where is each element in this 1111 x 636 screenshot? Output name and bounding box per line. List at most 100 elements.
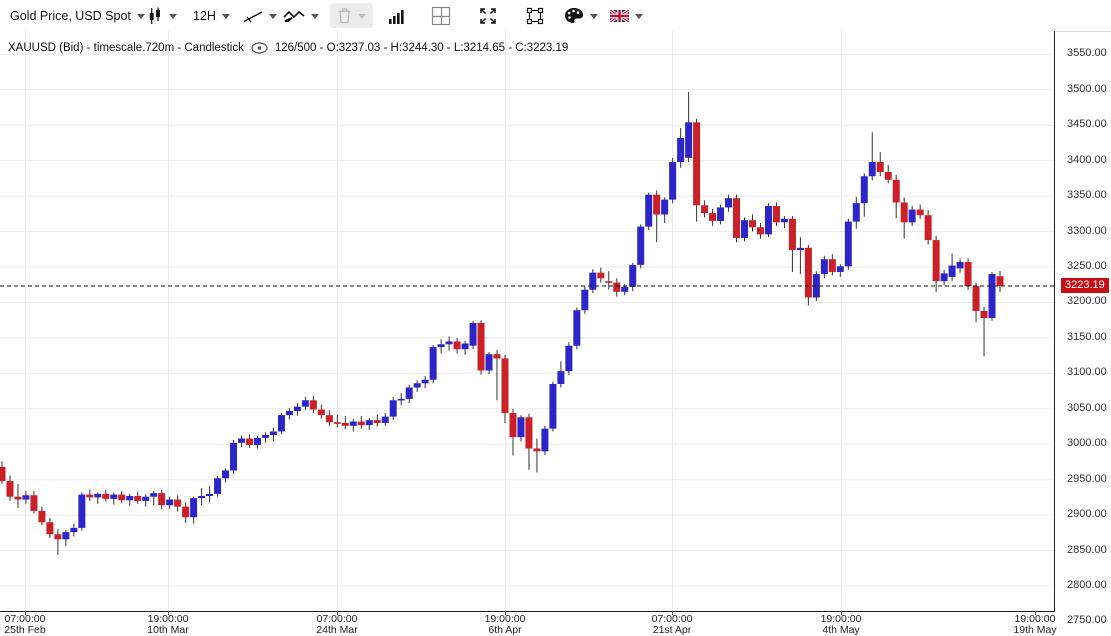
candle-body: [533, 448, 541, 452]
candle-body: [214, 478, 222, 494]
candle-body: [948, 265, 956, 277]
x-axis-tick: [25, 611, 26, 615]
frame-icon: [526, 7, 544, 24]
candle-body: [605, 281, 613, 283]
x-axis-tick: [1035, 611, 1036, 615]
candle-body: [509, 413, 517, 438]
grid-layout-icon: [431, 6, 451, 25]
candle-body: [14, 496, 22, 500]
instrument-selector[interactable]: Gold Price, USD Spot: [10, 0, 145, 31]
x-axis-tick: [337, 611, 338, 615]
candle-body: [174, 499, 182, 507]
candle-body: [118, 494, 126, 501]
candle-body: [198, 495, 206, 499]
candle-body: [916, 209, 924, 216]
y-axis-label: 2950.00: [1067, 472, 1107, 485]
chevron-down-icon: [635, 14, 643, 19]
y-axis-label: 2900.00: [1067, 508, 1107, 521]
histogram-icon: [389, 9, 404, 24]
candle-body: [126, 495, 134, 501]
fullscreen-button[interactable]: [479, 0, 497, 31]
candle-body: [996, 276, 1004, 286]
last-price-badge: 3223.19: [1061, 278, 1109, 293]
x-axis[interactable]: 07:00:00 25th Feb 19:00:00 10th Mar 07:00:00…: [0, 611, 1057, 636]
candle-body: [405, 387, 413, 399]
language-selector[interactable]: [610, 0, 643, 31]
theme-palette-button[interactable]: [564, 0, 598, 31]
y-axis-label: 2850.00: [1067, 543, 1107, 556]
candlestick-icon: [149, 7, 160, 24]
plot-area[interactable]: [0, 31, 1055, 612]
frame-resize-button[interactable]: [526, 0, 544, 31]
candle-body: [940, 273, 948, 282]
candle-body: [884, 171, 892, 180]
trendline-tool-button[interactable]: [243, 0, 277, 31]
candle-body: [70, 527, 78, 533]
x-axis-label: 07:00:00 25th Feb: [4, 613, 46, 636]
candle-body: [0, 466, 6, 482]
volume-histogram-button[interactable]: [388, 0, 405, 31]
candle-body: [493, 354, 501, 359]
candle-body: [437, 344, 445, 348]
candle-body: [701, 205, 709, 214]
candle-body: [222, 470, 230, 479]
candle-body: [317, 409, 325, 416]
candle-body: [796, 247, 804, 250]
candle-body: [94, 493, 102, 498]
indicators-tool-button[interactable]: [283, 0, 319, 31]
candle-body: [206, 493, 214, 496]
candle-body: [964, 262, 972, 287]
y-axis-label: 3150.00: [1067, 330, 1107, 343]
candle-body: [46, 522, 54, 535]
toolbar: Gold Price, USD Spot 12H: [0, 0, 1111, 32]
timeframe-selector[interactable]: 12H: [193, 0, 230, 31]
x-axis-tick: [168, 611, 169, 615]
y-axis-label: 3100.00: [1067, 366, 1107, 379]
candle-body: [573, 310, 581, 346]
candle-body: [772, 206, 780, 223]
candle-body: [349, 421, 357, 426]
candle-body: [469, 323, 477, 346]
candle-body: [956, 262, 964, 269]
candle-body: [477, 323, 485, 371]
ohlc-stats-label: 126/500 - O:3237.03 - H:3244.30 - L:3214…: [274, 42, 569, 54]
candle-body: [381, 416, 389, 423]
candle-body: [717, 207, 725, 221]
chevron-down-icon: [221, 14, 230, 19]
candle-body: [293, 406, 301, 411]
candle-body: [62, 532, 70, 540]
candle-body: [669, 162, 677, 200]
candle-body: [908, 209, 916, 223]
candle-body: [134, 495, 142, 501]
candle-body: [309, 400, 317, 410]
candle-body: [764, 206, 772, 235]
candle-body: [333, 422, 341, 424]
trash-icon: [338, 8, 351, 24]
x-axis-label: 07:00:00 21st Apr: [651, 613, 693, 636]
candle-body: [836, 266, 844, 272]
candle-body: [780, 218, 788, 223]
chart-type-button[interactable]: [147, 0, 177, 31]
candle-body: [820, 259, 828, 275]
candle-body: [685, 122, 693, 158]
candle-body: [110, 494, 118, 499]
candle-body: [150, 493, 158, 497]
candle-body: [565, 345, 573, 372]
chevron-down-icon: [136, 14, 145, 19]
candle-body: [812, 274, 820, 298]
candle-body: [182, 506, 190, 518]
visibility-eye-icon[interactable]: [251, 42, 268, 54]
candle-body: [429, 347, 437, 380]
candle-body: [541, 428, 549, 452]
x-axis-label: 19:00:00 19th May: [1013, 613, 1057, 636]
y-axis-label: 3450.00: [1067, 118, 1107, 131]
candle-body: [453, 341, 461, 350]
grid-layout-button[interactable]: [431, 0, 451, 31]
x-axis-tick: [505, 611, 506, 615]
candle-body: [844, 221, 852, 267]
y-axis[interactable]: 3223.19 3550.00 3500.00 3450.00 3400.00 3350…: [1055, 31, 1111, 636]
candle-body: [597, 272, 605, 279]
candle-body: [725, 198, 733, 208]
candle-body: [748, 220, 756, 228]
candle-body: [238, 438, 246, 443]
